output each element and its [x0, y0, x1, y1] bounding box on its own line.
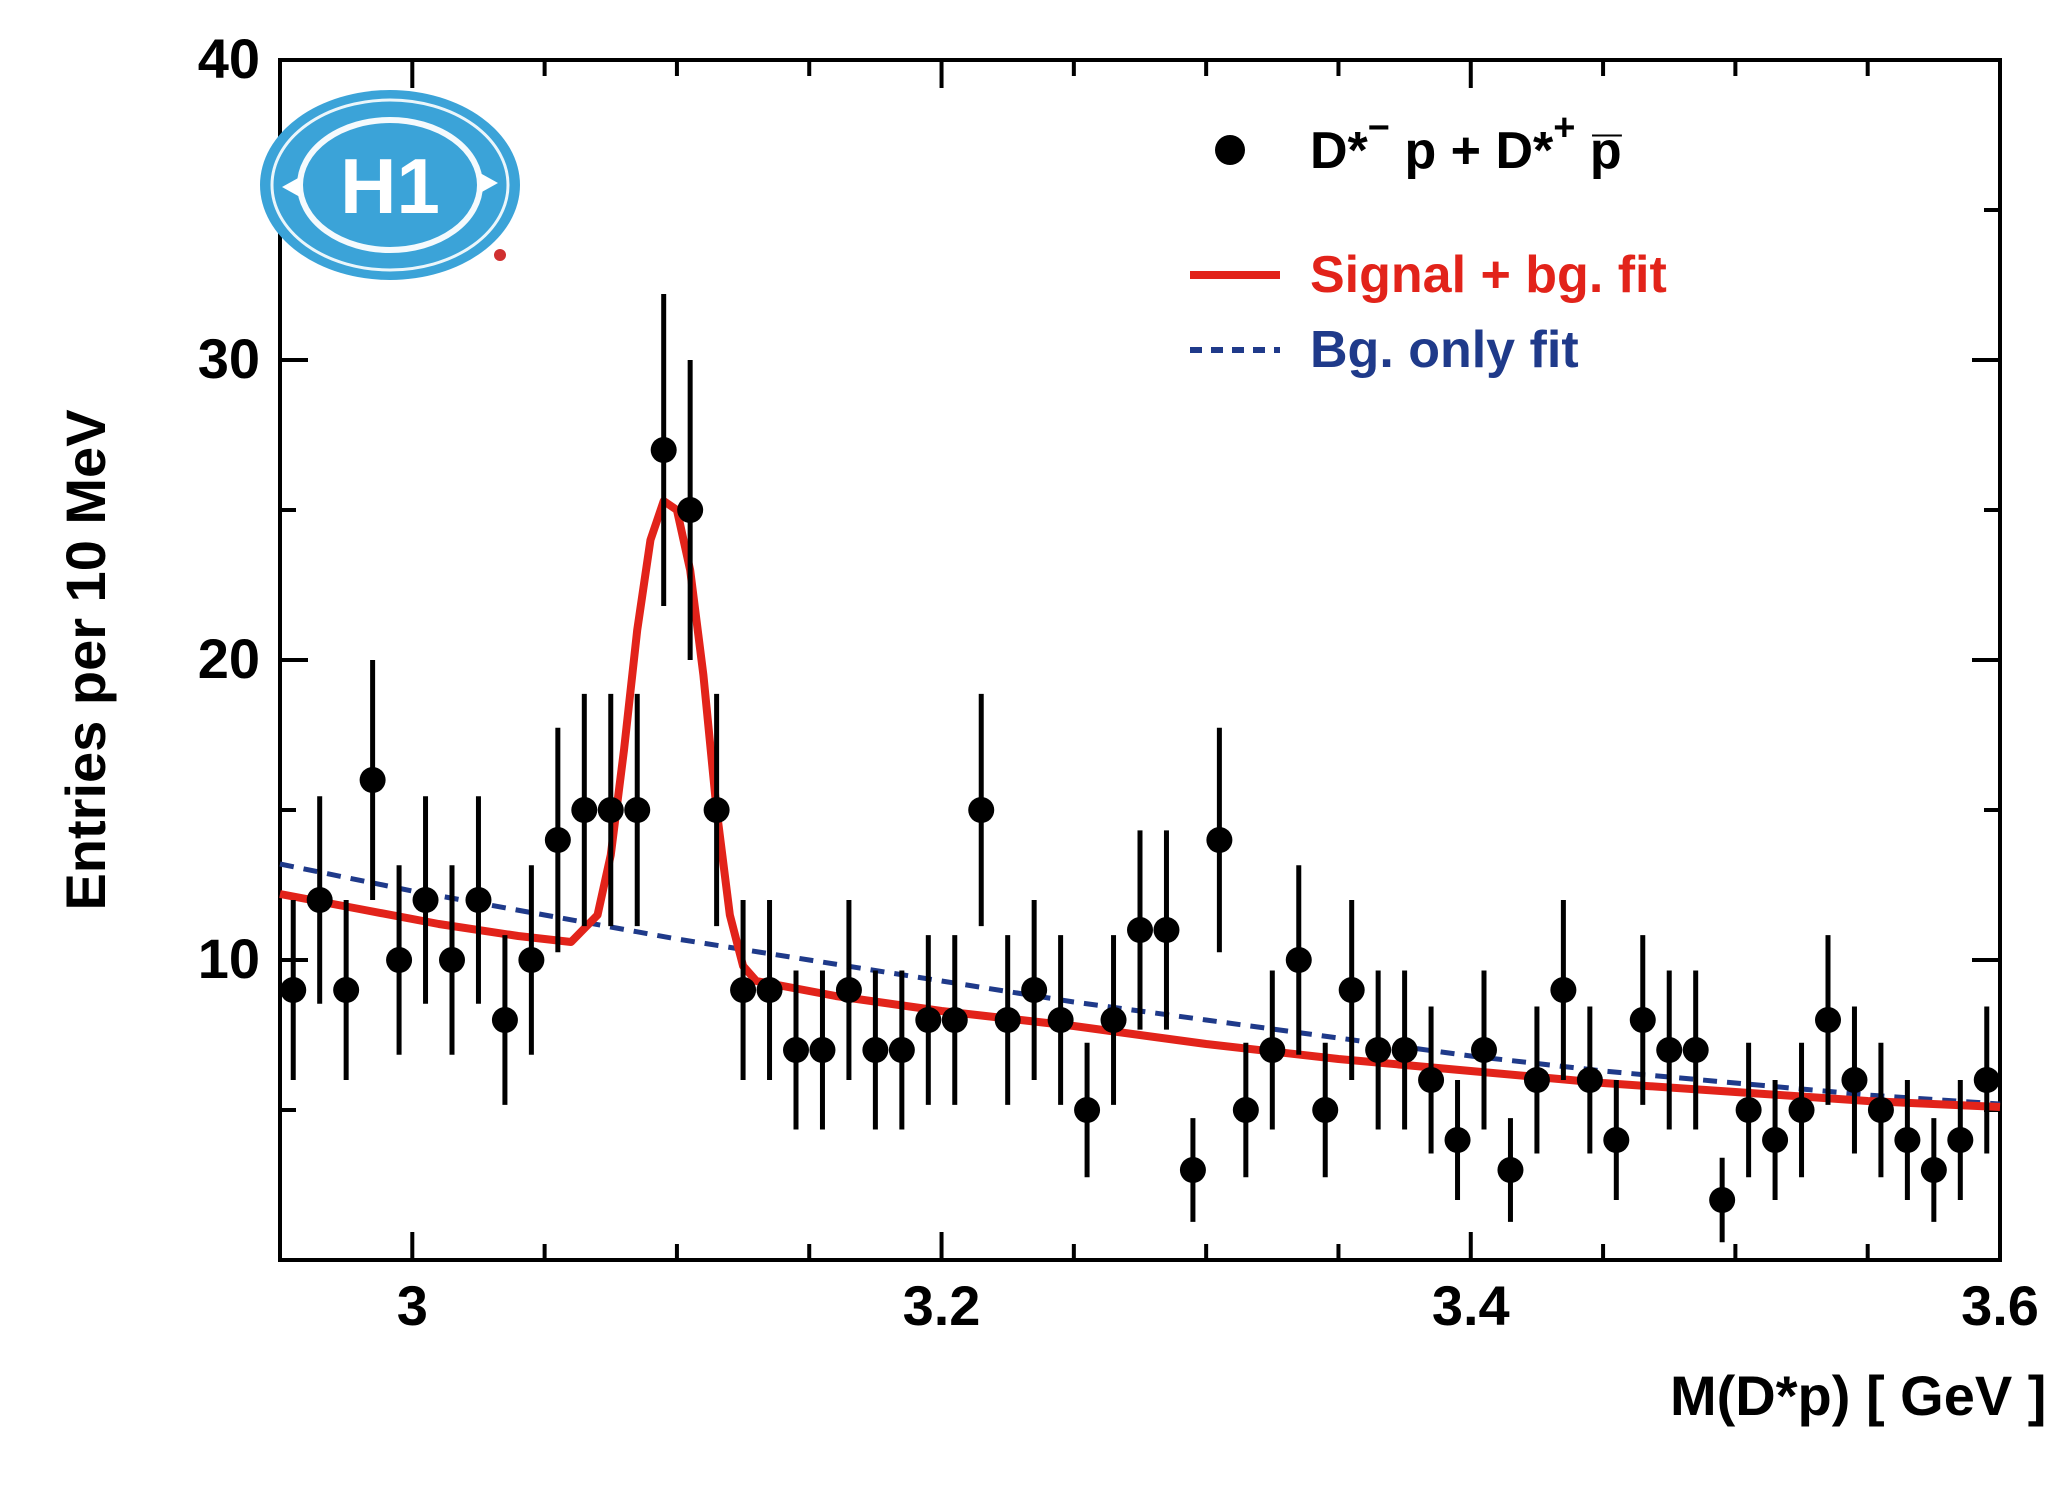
svg-text:3: 3: [397, 1274, 428, 1337]
chart-container: 3 3.2 3.4 3.6 10 20 30 40 Entries per 10 MeV M(D*…: [20, 20, 2049, 1471]
svg-text:20: 20: [198, 627, 260, 690]
svg-text:40: 40: [198, 27, 260, 90]
svg-text:3.6: 3.6: [1961, 1274, 2039, 1337]
physics-chart: 3 3.2 3.4 3.6 10 20 30 40 Entries per 10 MeV M(D*…: [20, 20, 2049, 1471]
h1-logo: H1: [260, 90, 520, 280]
svg-text:30: 30: [198, 327, 260, 390]
svg-text:3.4: 3.4: [1432, 1274, 1510, 1337]
legend-marker: [1215, 135, 1245, 165]
legend-bg-label: Bg. only fit: [1310, 321, 1579, 379]
svg-text:H1: H1: [340, 142, 440, 230]
svg-text:3.2: 3.2: [903, 1274, 981, 1337]
y-axis-label: Entries per 10 MeV: [54, 409, 117, 910]
svg-text:10: 10: [198, 927, 260, 990]
legend-signal-label: Signal + bg. fit: [1310, 246, 1667, 304]
x-axis-label: M(D*p) [ GeV ]: [1670, 1364, 2046, 1427]
